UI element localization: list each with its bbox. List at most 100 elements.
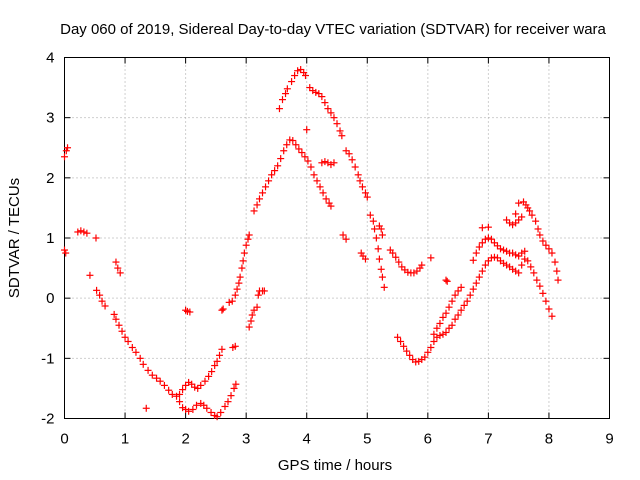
data-point [115, 321, 123, 329]
data-point [288, 78, 296, 86]
data-point [74, 228, 82, 236]
data-point [354, 171, 362, 179]
data-point [282, 90, 290, 98]
data-point [62, 249, 70, 257]
data-point [247, 317, 255, 325]
data-point [236, 273, 244, 281]
data-point [469, 256, 477, 264]
x-tick-label: 6 [424, 431, 432, 448]
data-point [484, 223, 492, 231]
data-point [225, 298, 233, 306]
y-tick-label: -2 [41, 411, 54, 428]
x-tick-label: 1 [121, 431, 129, 448]
data-point [101, 302, 109, 310]
data-point [254, 291, 262, 299]
data-point [327, 109, 335, 117]
data-point [144, 366, 152, 374]
data-point [153, 374, 161, 382]
data-point [339, 231, 347, 239]
data-point [398, 263, 406, 271]
data-point [361, 255, 369, 263]
x-tick-label: 5 [363, 431, 371, 448]
y-axis-ticks: -2 -1 0 1 2 3 4 [41, 50, 610, 428]
x-tick-label: 8 [545, 431, 553, 448]
data-point [219, 305, 227, 313]
data-point [244, 235, 252, 243]
data-point [445, 324, 453, 332]
data-point [279, 96, 286, 104]
x-axis-ticks: 0 1 2 3 4 5 6 7 8 9 [60, 57, 614, 448]
data-point [64, 144, 72, 152]
data-point [395, 258, 403, 266]
data-point [413, 267, 421, 275]
data-point [503, 216, 511, 224]
data-point [412, 358, 420, 366]
data-point [260, 287, 268, 295]
data-point [213, 357, 221, 365]
data-point [333, 120, 341, 128]
data-point [472, 249, 480, 257]
data-point [500, 246, 508, 254]
data-point [484, 257, 492, 265]
data-point [307, 163, 315, 171]
data-point [518, 261, 526, 269]
data-point [358, 183, 366, 191]
y-tick-label: 1 [46, 230, 54, 247]
data-point [521, 247, 529, 255]
data-point [61, 153, 68, 161]
data-point [424, 348, 432, 356]
data-point [235, 279, 243, 287]
data-point [545, 305, 553, 313]
data-point [197, 381, 205, 389]
data-point [539, 237, 547, 245]
x-tick-label: 2 [181, 431, 189, 448]
data-point [528, 211, 536, 219]
data-point [139, 360, 147, 368]
data-point [524, 257, 532, 265]
data-point [548, 249, 556, 257]
data-point [336, 127, 344, 135]
data-point [512, 219, 520, 227]
data-point [436, 331, 444, 339]
data-point [378, 231, 386, 239]
data-point [536, 231, 544, 239]
data-point [457, 306, 465, 314]
data-point [142, 404, 150, 412]
data-point [304, 157, 312, 165]
data-point [277, 155, 285, 163]
data-point [378, 273, 386, 281]
data-point [439, 313, 447, 321]
data-point [121, 333, 129, 341]
data-point [330, 159, 338, 167]
data-point [306, 84, 314, 92]
data-point [406, 351, 414, 359]
data-point [493, 242, 501, 250]
x-axis-label: GPS time / hours [278, 457, 392, 474]
data-point [466, 291, 474, 299]
data-point [318, 159, 326, 167]
data-point [515, 269, 523, 277]
data-point [168, 390, 176, 398]
data-point [245, 231, 253, 239]
data-point [518, 213, 526, 221]
data-point [193, 401, 201, 409]
data-point [527, 263, 535, 271]
data-point [118, 327, 126, 335]
data-point [255, 195, 263, 203]
data-point [312, 88, 320, 96]
x-tick-label: 3 [242, 431, 250, 448]
data-point [182, 381, 190, 389]
data-point [86, 271, 94, 279]
data-point [250, 306, 258, 314]
data-point [515, 216, 523, 224]
data-point [93, 286, 101, 294]
data-point [451, 291, 459, 299]
data-point [221, 402, 229, 410]
data-point [77, 227, 85, 235]
data-point [421, 353, 429, 361]
data-point [179, 386, 187, 394]
data-point [475, 243, 483, 251]
data-point [321, 99, 329, 107]
data-point [112, 258, 120, 266]
data-point [292, 141, 300, 149]
